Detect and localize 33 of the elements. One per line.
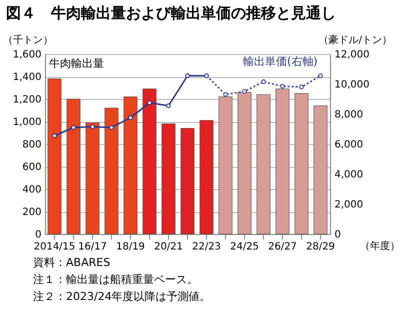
text: 資料：ABARES (33, 255, 112, 271)
y-tick-label: 0 (35, 230, 42, 240)
series-label: 牛肉輸出量 (49, 57, 104, 70)
text: 輸出単価(右軸) (243, 55, 318, 68)
y-axis-title: （千トン） (3, 34, 53, 46)
y-tick-label: 1,200 (12, 94, 42, 106)
chart-title: 図４ 牛肉輸出量および輸出単価の推移と見通し (5, 3, 337, 24)
y-tick-label: 200 (22, 207, 42, 218)
y2-tick-label: 4,000 (334, 170, 364, 180)
y-tick-label: 600 (22, 162, 42, 173)
text: 注１：輸出量は船積重量ベース。 (33, 272, 199, 288)
x-axis-title: （年度） (360, 240, 400, 252)
x-tick-label: 28/29 (306, 242, 335, 252)
x-tick-label: 18/19 (116, 242, 145, 252)
x-tick-label: 20/21 (154, 242, 183, 252)
y2-tick-label: 10,000 (334, 80, 370, 90)
x-tick-label: 22/23 (192, 242, 221, 252)
y-tick-label: 400 (22, 184, 42, 196)
y-tick-label: 800 (22, 140, 42, 150)
y-tick-label: 1,600 (12, 50, 42, 60)
y2-tick-label: 0 (334, 230, 341, 240)
x-tick-label: 24/25 (230, 242, 259, 252)
y2-tick-label: 2,000 (334, 200, 364, 210)
y-tick-label: 1,000 (12, 117, 42, 128)
text: 注２：2023/24年度以降は予測値。 (33, 289, 212, 305)
y-tick-label: 1,400 (12, 72, 42, 83)
x-tick-label: 26/27 (268, 242, 297, 252)
y2-tick-label: 6,000 (334, 140, 364, 150)
y2-tick-label: 12,000 (334, 50, 370, 60)
y2-axis-title: （豪ドル/トン） (318, 34, 392, 46)
x-tick-label: 2014/15 (34, 242, 76, 252)
x-tick-label: 16/17 (78, 242, 107, 252)
y2-tick-label: 8,000 (334, 110, 364, 120)
